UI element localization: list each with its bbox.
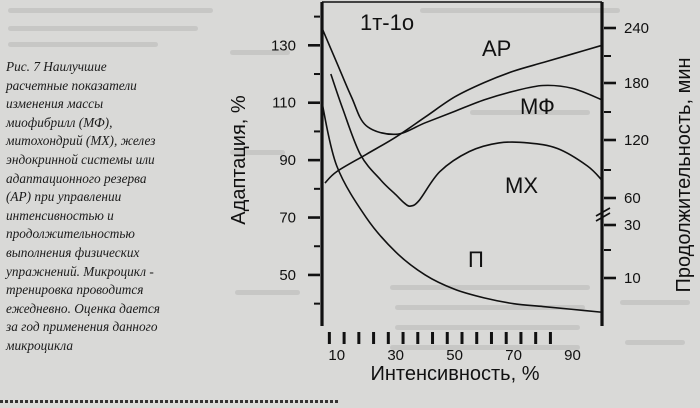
caption-line: за год применения данного xyxy=(6,319,158,335)
caption-line: ежедневно. Оценка дается xyxy=(6,300,160,316)
series-line-МФ xyxy=(324,44,603,184)
y-axis-right-ticks: 10 30 60 120 180 240 xyxy=(595,20,649,287)
series-line-МХ xyxy=(330,73,603,207)
x-tick-label: 90 xyxy=(564,347,581,364)
caption-line: микроцикла xyxy=(6,337,74,353)
caption-line: тренировка проводится xyxy=(6,282,144,298)
y-right-tick-label: 10 xyxy=(624,270,641,287)
y-left-tick-label: 130 xyxy=(271,37,296,54)
y-right-tick-label: 180 xyxy=(624,75,649,92)
series-line-П xyxy=(321,102,603,314)
chart-title: 1т-1о xyxy=(360,10,414,35)
x-axis-ticks: 10 30 50 70 90 xyxy=(327,332,581,364)
x-tick-label: 50 xyxy=(446,347,463,364)
caption-line: адаптационного резерва xyxy=(6,170,147,186)
caption-line: Рис. 7 Наилучшие xyxy=(6,59,107,74)
y-right-tick-label: 120 xyxy=(624,132,649,149)
curve-label: МХ xyxy=(505,173,538,198)
y-axis-left-ticks: 50 70 90 110 130 xyxy=(271,15,320,305)
caption-line: интенсивностью и xyxy=(6,207,114,223)
caption-line: изменения массы xyxy=(6,96,104,112)
figure-caption: Рис. 7 Наилучшие расчетные показатели из… xyxy=(6,58,216,356)
curve-label: АР xyxy=(482,36,511,61)
y-right-tick-label: 60 xyxy=(624,190,641,207)
curve-label: МФ xyxy=(520,94,555,119)
caption-line: (АР) при управлении xyxy=(6,189,122,205)
curve-label: П xyxy=(468,247,484,272)
bottom-divider xyxy=(0,400,340,403)
y-left-tick-label: 50 xyxy=(279,267,296,284)
series-lines xyxy=(321,27,603,314)
series-line-АР xyxy=(321,27,603,136)
chart-frame xyxy=(320,1,604,326)
caption-line: расчетные показатели xyxy=(6,77,137,93)
y-axis-left-label: Адаптация, % xyxy=(228,95,250,225)
curve-labels: АР МФ МХ П xyxy=(468,36,555,272)
y-left-tick-label: 110 xyxy=(272,95,296,112)
axis-break-mark xyxy=(595,207,611,217)
y-left-tick-label: 90 xyxy=(279,152,296,169)
caption-line: продолжительностью xyxy=(6,226,135,242)
y-left-tick-label: 70 xyxy=(279,210,296,227)
axis-break-mark xyxy=(595,212,611,222)
x-tick-label: 70 xyxy=(505,347,522,364)
x-tick-label: 30 xyxy=(387,347,404,364)
caption-line: выполнения физических xyxy=(6,244,140,260)
x-tick-label: 10 xyxy=(328,347,345,364)
caption-line: миофибрилл (МФ), xyxy=(6,114,113,130)
y-right-tick-label: 240 xyxy=(624,20,649,37)
y-right-tick-label: 30 xyxy=(624,217,641,234)
y-axis-right-label: Продолжительность, мин xyxy=(673,57,695,292)
caption-line: митохондрий (МХ), желез xyxy=(6,133,156,149)
x-axis-label: Интенсивность, % xyxy=(371,363,540,385)
caption-line: упражнений. Микроцикл - xyxy=(6,263,154,279)
caption-line: эндокринной системы или xyxy=(6,151,155,167)
